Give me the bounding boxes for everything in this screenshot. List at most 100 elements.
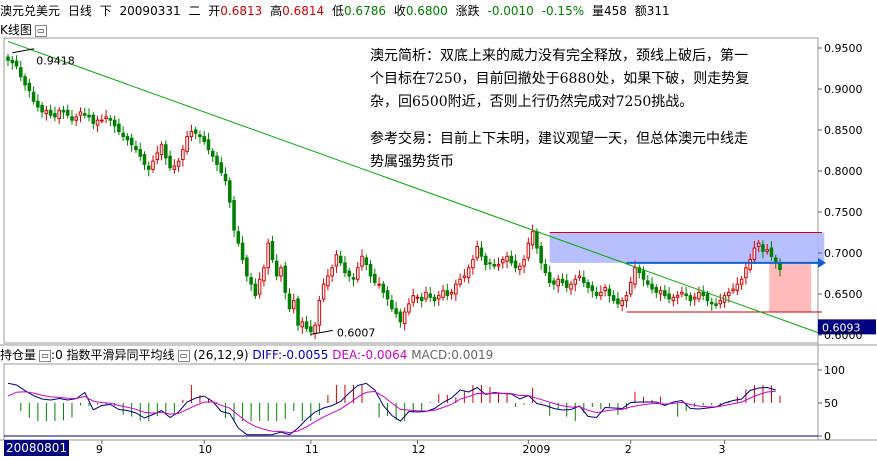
- candle-body: [78, 111, 83, 116]
- candle-body: [146, 165, 151, 170]
- y-tick-label: 0.9500: [824, 42, 863, 55]
- dea-value: -0.0064: [361, 348, 408, 362]
- candle-body: [334, 254, 339, 267]
- candle-body: [663, 290, 667, 297]
- price-axis: 0.9500 0.9000 0.8500 0.8000 0.7500 0.7000 0.65…: [818, 42, 863, 342]
- candle-body: [151, 160, 155, 170]
- y-tick-label: 0.8000: [824, 165, 863, 178]
- candle-body: [48, 109, 53, 116]
- candle-body: [355, 267, 360, 280]
- candle-body: [321, 283, 326, 300]
- overlay-lines: 0.9418 0.6007 0.6093: [7, 40, 876, 339]
- candle-body: [667, 293, 671, 300]
- candle-body: [419, 296, 424, 302]
- candle-body: [398, 311, 403, 323]
- stop-zone: [769, 262, 812, 313]
- candle-body: [326, 275, 330, 287]
- note-line-3: 杂，回6500附近，否则上行仍然完成对7250挑战。: [370, 94, 694, 110]
- candle-body: [176, 160, 181, 167]
- candle-body: [526, 242, 531, 259]
- candle-body: [279, 267, 283, 277]
- candle-body: [10, 59, 15, 64]
- candle-body: [83, 113, 87, 116]
- candle-body: [61, 109, 66, 113]
- candle-body: [274, 260, 279, 277]
- x-tick-label: 9: [96, 443, 103, 456]
- window-icon[interactable]: ▭: [34, 24, 47, 37]
- candle-body: [291, 300, 296, 310]
- low-label: 低: [331, 4, 344, 18]
- candle-body: [428, 293, 433, 298]
- candle-body: [522, 259, 526, 267]
- arrow-head: [818, 257, 826, 268]
- note-line-5: 势属强势货币: [370, 154, 454, 170]
- candle-body: [411, 295, 415, 303]
- candle-body: [309, 326, 313, 333]
- candle-body: [748, 259, 752, 270]
- candle-body: [594, 291, 599, 297]
- candle-body: [586, 282, 590, 288]
- y-tick-label: 0.7000: [824, 247, 863, 260]
- candle-body: [505, 255, 509, 262]
- candle-body: [705, 293, 710, 302]
- candle-body: [731, 288, 735, 292]
- candle-body: [351, 277, 356, 280]
- indicator-zero: 0: [55, 348, 63, 362]
- window-icon[interactable]: ▭: [177, 349, 190, 362]
- macd-y-tick-label: 100: [824, 364, 845, 377]
- candle-body: [223, 173, 228, 182]
- close-value: 0.6800: [405, 4, 448, 18]
- candle-body: [245, 257, 249, 277]
- candle-body: [607, 288, 612, 297]
- candle-body: [253, 283, 258, 297]
- diff-label: DIFF:: [252, 348, 283, 362]
- dea-label: DEA:: [332, 348, 362, 362]
- candle-body: [756, 242, 761, 247]
- candle-body: [560, 278, 565, 284]
- last-price-label: 0.6093: [822, 321, 861, 334]
- candle-body: [283, 265, 288, 293]
- candle-body: [304, 321, 309, 329]
- candle-body: [547, 272, 552, 284]
- candle-body: [65, 109, 70, 116]
- candle-body: [168, 155, 172, 169]
- candle-body: [509, 255, 514, 264]
- candle-body: [590, 285, 595, 292]
- candle-body: [624, 295, 629, 302]
- diff-line: [7, 382, 776, 436]
- candle-body: [488, 262, 492, 265]
- tab-kline[interactable]: K线图 ▭: [0, 22, 47, 38]
- candle-body: [193, 129, 198, 134]
- window-icon[interactable]: ▭: [39, 349, 52, 362]
- macd-value: 0.0019: [451, 348, 494, 362]
- candle-body: [658, 290, 663, 295]
- x-tick-label: 3: [719, 443, 726, 456]
- candle-body: [70, 116, 74, 121]
- candles-group: [6, 53, 782, 340]
- period-label: 日线: [67, 4, 92, 18]
- note-line-4: 参考交易：目前上下未明，建议观望一天，但总体澳元中线走: [370, 131, 748, 147]
- candle-body: [23, 76, 27, 86]
- candle-body: [181, 149, 185, 161]
- candle-body: [458, 278, 462, 285]
- x-tick-label: 12: [411, 443, 425, 456]
- candle-body: [189, 131, 194, 138]
- date-label: 20090331: [119, 4, 181, 18]
- candle-body: [385, 290, 390, 300]
- x-tick-label: 2: [625, 443, 632, 456]
- low-mark-label: 0.6007: [337, 326, 376, 339]
- candle-body: [381, 283, 386, 293]
- macd-y-tick-label: 50: [824, 397, 838, 410]
- candle-body: [373, 273, 377, 284]
- weekday-label: 二: [188, 4, 201, 18]
- candle-body: [74, 116, 79, 121]
- close-label: 收: [393, 4, 406, 18]
- candle-body: [445, 290, 450, 297]
- candle-body: [466, 267, 471, 279]
- candle-body: [628, 282, 633, 295]
- candle-body: [407, 303, 411, 313]
- trendline: [7, 40, 821, 334]
- candle-body: [219, 162, 224, 174]
- candle-body: [611, 295, 616, 302]
- candle-body: [287, 293, 292, 310]
